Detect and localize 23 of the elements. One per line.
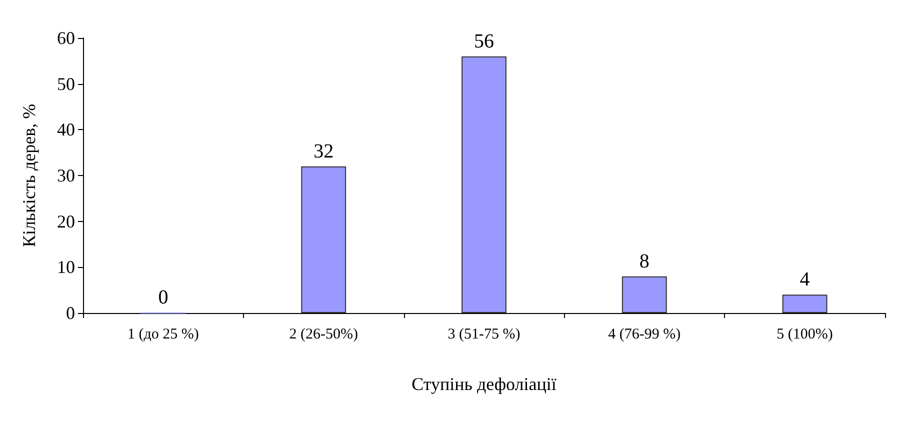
y-tick-label: 10 (57, 257, 75, 278)
y-tick-label: 30 (57, 166, 75, 186)
y-tick-label: 20 (57, 211, 75, 232)
y-tick-label: 40 (57, 120, 75, 140)
y-tick-label: 50 (57, 74, 75, 94)
bar (622, 276, 667, 313)
y-tick-label: 0 (66, 303, 75, 323)
x-tick-label: 5 (100%) (776, 326, 833, 342)
bar (462, 56, 506, 313)
x-tick-label: 2 (26-50%) (289, 326, 358, 342)
data-label: 4 (800, 268, 810, 291)
data-label: 8 (639, 250, 650, 272)
y-tick-label: 60 (57, 28, 75, 48)
x-tick-label: 1 (до 25 %) (128, 326, 199, 342)
data-label: 32 (314, 140, 334, 162)
x-axis-title: Ступінь дефоліації (412, 374, 556, 394)
data-label: 0 (158, 286, 168, 308)
bar (782, 294, 828, 313)
y-axis-title: Кількість дерев, % (19, 104, 39, 248)
bar (301, 166, 346, 313)
x-tick-label: 4 (76-99 %) (608, 326, 681, 342)
data-label: 56 (474, 30, 494, 52)
x-tick-label: 3 (51-75 %) (448, 326, 520, 342)
